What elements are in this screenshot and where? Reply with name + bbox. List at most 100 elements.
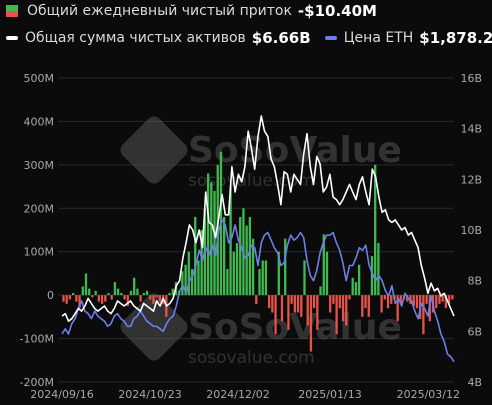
flow-bar bbox=[380, 295, 383, 313]
flow-bar bbox=[145, 290, 149, 296]
y-right-tick-label: 4B bbox=[467, 376, 482, 389]
legend-flow-label: Общий ежедневный чистый приток bbox=[27, 3, 292, 19]
flow-bar bbox=[71, 292, 75, 296]
flow-bar bbox=[361, 295, 364, 317]
flow-bar bbox=[136, 288, 139, 296]
legend-assets-value: $6.66B bbox=[251, 29, 311, 47]
x-tick-label: 2025/01/13 bbox=[298, 388, 361, 401]
flow-bar bbox=[120, 292, 123, 296]
flow-bar bbox=[113, 282, 117, 296]
eth-swatch-icon bbox=[324, 36, 337, 40]
flow-bar bbox=[100, 295, 104, 304]
flow-bar bbox=[390, 295, 393, 304]
flow-bar bbox=[97, 295, 101, 302]
flow-bar bbox=[65, 295, 68, 304]
flow-bar bbox=[171, 288, 174, 296]
flow-bar bbox=[133, 277, 136, 296]
flow-bar bbox=[210, 182, 213, 296]
flow-bar bbox=[123, 295, 126, 300]
y-left-tick-label: -200M bbox=[20, 376, 54, 389]
y-right-tick-label: 10B bbox=[460, 224, 482, 237]
flow-bar bbox=[412, 295, 415, 306]
flow-bar bbox=[255, 295, 258, 304]
flow-bar bbox=[277, 251, 280, 296]
flow-bar bbox=[303, 260, 306, 296]
flow-bar bbox=[226, 269, 229, 296]
y-right-tick-label: 14B bbox=[460, 123, 482, 136]
flow-swatch-icon bbox=[6, 5, 18, 17]
flow-bar bbox=[197, 260, 200, 296]
flow-bar bbox=[88, 288, 91, 296]
axis-layer: 500M 400M 300M 200M 100M 0 -100M -200M 16B 14B 12B… bbox=[20, 72, 482, 401]
flow-bar bbox=[116, 288, 120, 296]
legend-lines: Общая сумма чистых активов $6.66B Цена E… bbox=[6, 29, 492, 47]
flow-bar bbox=[251, 238, 255, 296]
flow-bar bbox=[129, 290, 133, 296]
flow-bar bbox=[287, 295, 290, 330]
x-tick-label: 2024/10/23 bbox=[118, 388, 181, 401]
flow-bar bbox=[142, 292, 145, 296]
flow-bar bbox=[386, 295, 390, 309]
flow-bar bbox=[181, 271, 184, 296]
eth-price-line bbox=[61, 219, 455, 363]
flow-bar bbox=[84, 273, 88, 296]
flow-bar bbox=[94, 290, 97, 296]
flow-bar bbox=[139, 295, 142, 302]
legend-flow-value: -$10.40M bbox=[297, 2, 377, 20]
flow-bar bbox=[335, 295, 338, 335]
flow-bar bbox=[248, 216, 252, 296]
flow-bar bbox=[374, 164, 377, 296]
y-left-tick-label: 200M bbox=[24, 202, 55, 215]
flow-bar bbox=[284, 238, 287, 296]
flow-bar bbox=[280, 295, 284, 322]
flow-bar bbox=[213, 190, 216, 296]
flow-bar bbox=[78, 295, 81, 309]
flow-bar bbox=[126, 295, 129, 306]
flow-bar bbox=[357, 264, 361, 296]
x-tick-label: 2025/03/12 bbox=[397, 388, 460, 401]
flow-bar bbox=[367, 295, 370, 317]
flow-bar bbox=[152, 295, 155, 304]
flow-bar bbox=[271, 295, 274, 313]
flow-bar bbox=[194, 216, 197, 296]
flow-bar bbox=[383, 295, 386, 300]
flow-bar bbox=[322, 234, 325, 296]
flow-bar bbox=[184, 264, 187, 296]
flow-bar bbox=[338, 295, 341, 309]
flow-bar bbox=[364, 295, 367, 309]
flow-bar bbox=[206, 173, 210, 296]
flow-bar bbox=[415, 295, 419, 309]
flow-bar bbox=[332, 295, 335, 304]
flow-bar bbox=[345, 295, 348, 326]
flow-bar bbox=[62, 295, 65, 302]
flow-bar bbox=[438, 295, 441, 304]
flow-bar bbox=[149, 295, 152, 300]
flow-bar bbox=[239, 216, 242, 296]
line-layer bbox=[61, 115, 455, 363]
flow-bar bbox=[399, 295, 403, 304]
legend-flow: Общий ежедневный чистый приток -$10.40M bbox=[6, 2, 377, 20]
flow-bar bbox=[351, 277, 354, 296]
watermark-domain: sosovalue.com bbox=[188, 348, 315, 368]
flow-bar bbox=[325, 251, 329, 296]
flow-bar bbox=[245, 225, 248, 296]
y-right-tick-label: 12B bbox=[460, 173, 482, 186]
flow-bar bbox=[232, 251, 235, 296]
flow-bar bbox=[370, 256, 374, 296]
y-left-tick-label: -100M bbox=[20, 333, 54, 346]
assets-swatch-icon bbox=[6, 36, 18, 40]
watermark-logo-icon bbox=[120, 116, 188, 184]
net-assets-line bbox=[61, 115, 455, 323]
flow-bar bbox=[422, 295, 425, 335]
y-left-tick-label: 400M bbox=[24, 115, 55, 128]
flow-bar bbox=[406, 295, 409, 302]
flow-bar bbox=[261, 260, 264, 296]
flow-bar bbox=[200, 230, 203, 296]
y-left-tick-label: 300M bbox=[24, 159, 55, 172]
flow-bar bbox=[425, 295, 428, 304]
y-left-tick-label: 0 bbox=[47, 289, 54, 302]
flow-bar bbox=[158, 295, 162, 302]
flow-bar bbox=[110, 295, 113, 300]
y-left-tick-label: 500M bbox=[24, 72, 55, 85]
watermark-brand: SoSoValue bbox=[188, 130, 402, 171]
